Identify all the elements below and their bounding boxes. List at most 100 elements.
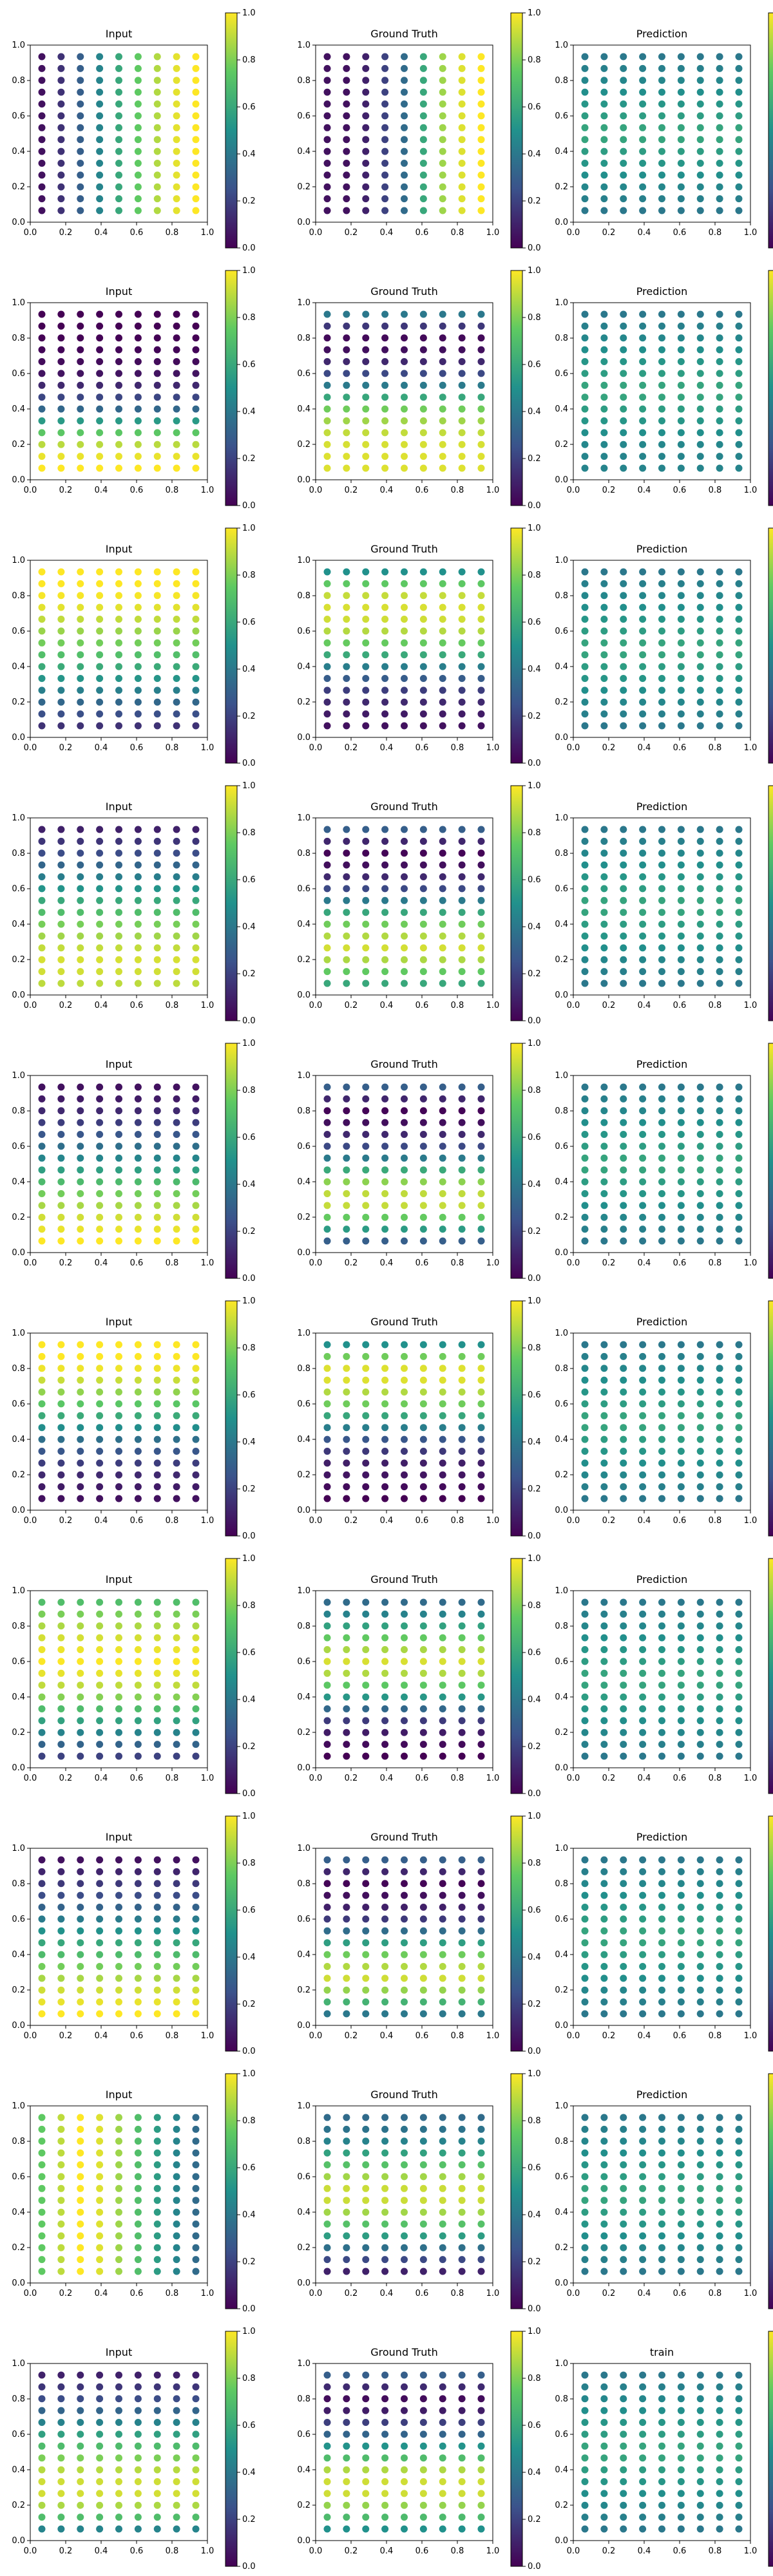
scatter-point	[419, 861, 427, 869]
scatter-point	[658, 1646, 665, 1654]
x-tick-label: 0.0	[567, 486, 580, 495]
scatter-point	[458, 1131, 466, 1139]
scatter-point	[134, 1376, 142, 1384]
scatter-point	[38, 639, 46, 647]
scatter-point	[77, 159, 84, 167]
scatter-point	[323, 956, 331, 963]
scatter-point	[38, 171, 46, 179]
y-tick-label: 0.6	[555, 2430, 568, 2439]
scatter-point	[477, 1610, 485, 1618]
scatter-point	[77, 2477, 84, 2485]
scatter-point	[735, 1237, 743, 1245]
scatter-point	[381, 429, 389, 437]
panel-title: Prediction	[636, 2088, 687, 2101]
scatter-point	[323, 1142, 331, 1150]
scatter-point	[716, 100, 723, 108]
scatter-point	[696, 2114, 704, 2121]
scatter-point	[716, 1856, 723, 1864]
y-tick-label: 1.0	[12, 2359, 25, 2369]
scatter-point	[77, 183, 84, 191]
scatter-point	[362, 440, 370, 448]
scatter-point	[735, 136, 743, 144]
scatter-point	[77, 1904, 84, 1911]
scatter-point	[401, 896, 408, 904]
scatter-point	[153, 2477, 161, 2485]
scatter-point	[677, 2514, 685, 2521]
scatter-point	[115, 1868, 122, 1875]
scatter-point	[439, 124, 446, 131]
scatter-point	[600, 322, 608, 330]
scatter-point	[192, 2256, 200, 2264]
scatter-point	[57, 1119, 65, 1126]
scatter-point	[401, 195, 408, 203]
scatter-point	[343, 429, 350, 437]
scatter-point	[173, 2232, 180, 2240]
scatter-point	[323, 1131, 331, 1139]
scatter-point	[153, 722, 161, 730]
scatter-point	[677, 1705, 685, 1712]
scatter-point	[77, 1388, 84, 1396]
scatter-point	[96, 1951, 104, 1958]
scatter-point	[639, 2407, 647, 2414]
scatter-point	[173, 698, 180, 706]
scatter-point	[419, 322, 427, 330]
scatter-point	[173, 896, 180, 904]
scatter-point	[96, 2430, 104, 2438]
scatter-point	[343, 1178, 350, 1186]
scatter-point	[439, 417, 446, 424]
y-tick-label: 0.0	[12, 733, 25, 743]
scatter-point	[401, 429, 408, 437]
scatter-point	[57, 88, 65, 96]
scatter-point	[96, 2125, 104, 2133]
y-tick-label: 1.0	[555, 2359, 568, 2369]
scatter-point	[458, 2395, 466, 2403]
scatter-point	[600, 1131, 608, 1139]
scatter-point	[477, 1083, 485, 1091]
scatter-point	[57, 1388, 65, 1396]
scatter-point	[362, 1376, 370, 1384]
scatter-point	[134, 2395, 142, 2403]
scatter-point	[362, 1741, 370, 1748]
scatter-point	[323, 100, 331, 108]
scatter-point	[477, 334, 485, 342]
scatter-point	[600, 2161, 608, 2169]
y-tick-label: 0.2	[12, 1985, 25, 1995]
x-tick-label: 0.8	[166, 2289, 179, 2298]
scatter-point	[581, 1669, 589, 1677]
scatter-point	[458, 88, 466, 96]
scatter-point	[439, 873, 446, 881]
scatter-point	[581, 100, 589, 108]
scatter-point	[343, 405, 350, 413]
y-tick-label: 0.0	[555, 2278, 568, 2288]
scatter-point	[192, 909, 200, 916]
scatter-point	[96, 53, 104, 61]
scatter-point	[192, 417, 200, 424]
scatter-point	[38, 1083, 46, 1091]
scatter-point	[477, 2010, 485, 2018]
scatter-point	[343, 1634, 350, 1642]
x-tick-label: 0.6	[673, 1258, 687, 1268]
scatter-point	[173, 909, 180, 916]
scatter-point	[581, 310, 589, 318]
scatter-point	[38, 310, 46, 318]
scatter-point	[134, 2466, 142, 2474]
scatter-point	[115, 1178, 122, 1186]
scatter-point	[419, 1962, 427, 1970]
scatter-point	[343, 2208, 350, 2216]
scatter-point	[419, 159, 427, 167]
scatter-point	[419, 1868, 427, 1875]
scatter-point	[38, 627, 46, 635]
scatter-point	[458, 896, 466, 904]
scatter-point	[735, 1435, 743, 1443]
y-tick-label: 1.0	[12, 2101, 25, 2111]
scatter-point	[153, 687, 161, 694]
scatter-point	[343, 1424, 350, 1432]
colorbar	[510, 527, 523, 764]
scatter-point	[96, 1927, 104, 1935]
scatter-point	[735, 1717, 743, 1725]
scatter-point	[581, 1166, 589, 1174]
scatter-point	[134, 603, 142, 611]
scatter-point	[343, 183, 350, 191]
scatter-point	[401, 64, 408, 72]
scatter-point	[134, 1435, 142, 1443]
